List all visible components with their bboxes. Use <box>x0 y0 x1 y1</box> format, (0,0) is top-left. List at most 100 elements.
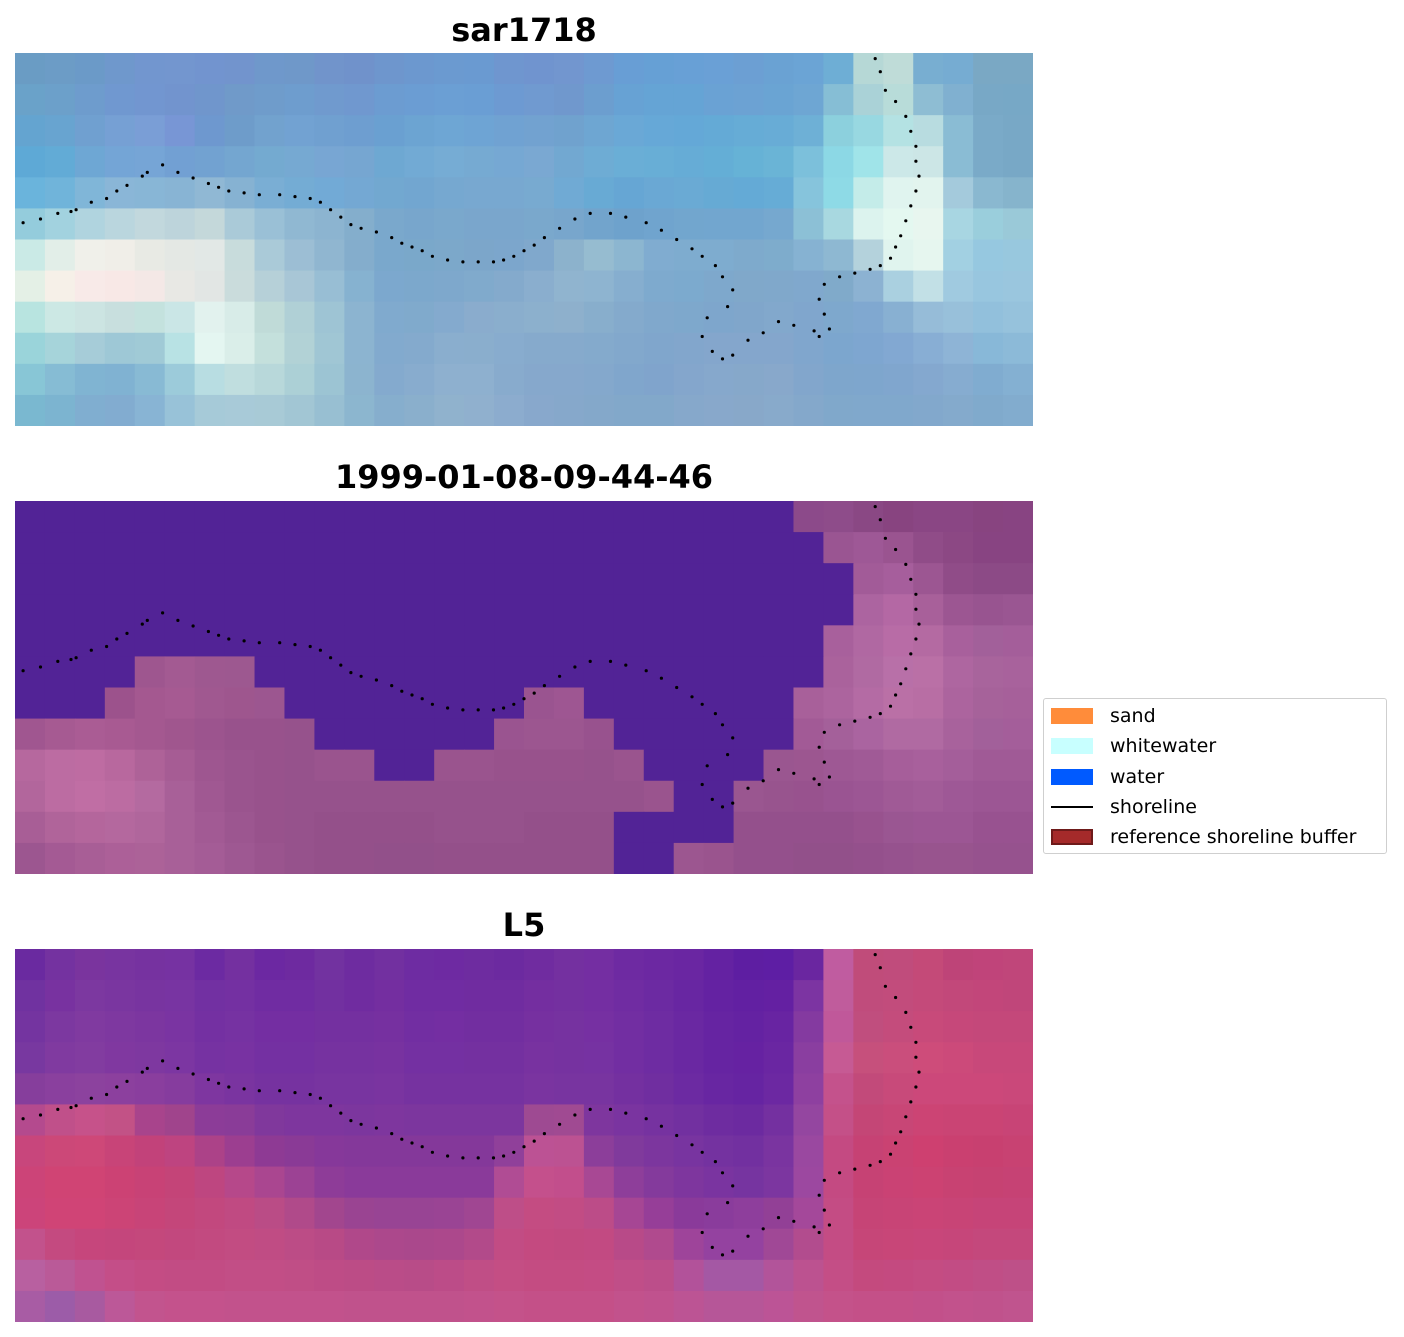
pixel-cell <box>673 625 705 658</box>
pixel-cell <box>344 53 375 85</box>
pixel-cell <box>134 980 166 1012</box>
pixel-cell <box>643 842 675 874</box>
pixel-cell <box>943 780 974 813</box>
pixel-cell <box>374 394 405 426</box>
pixel-cell <box>613 749 645 782</box>
pixel-cell <box>224 1042 256 1074</box>
shoreline-point <box>713 264 718 268</box>
pixel-cell <box>74 980 106 1012</box>
pixel-cell <box>853 563 884 595</box>
pixel-cell <box>973 177 1004 210</box>
pixel-cell <box>883 177 914 210</box>
pixel-cell <box>943 301 974 334</box>
pixel-cell <box>15 1197 46 1230</box>
pixel-cell <box>254 115 286 147</box>
pixel-cell <box>404 1290 435 1322</box>
pixel-cell <box>254 1011 286 1043</box>
pixel-cell <box>224 115 256 147</box>
shoreline-point <box>206 181 210 186</box>
pixel-cell <box>314 949 345 981</box>
pixel-cell <box>464 146 495 178</box>
pixel-cell <box>613 656 645 689</box>
pixel-cell <box>793 1073 825 1106</box>
shoreline-point <box>390 236 394 240</box>
shoreline-point <box>293 195 297 199</box>
pixel-cell <box>913 301 944 334</box>
pixel-cell <box>404 115 435 147</box>
pixel-cell <box>74 363 106 396</box>
shoreline-point <box>761 779 765 783</box>
pixel-cell <box>583 749 615 782</box>
pixel-cell <box>524 594 555 626</box>
shoreline-point <box>894 1141 898 1145</box>
pixel-cell <box>464 1073 495 1106</box>
pixel-cell <box>104 239 136 272</box>
pixel-cell <box>943 1042 974 1074</box>
shoreline-point <box>217 185 221 189</box>
pixel-cell <box>464 332 495 365</box>
pixel-cell <box>284 208 316 241</box>
pixel-cell <box>853 501 884 533</box>
pixel-cell <box>853 115 884 147</box>
shoreline-point <box>705 316 709 320</box>
pixel-cell <box>524 363 555 396</box>
pixel-cell <box>883 332 914 365</box>
pixel-cell <box>464 1290 495 1322</box>
pixel-cell <box>464 301 495 334</box>
pixel-cell <box>344 501 375 533</box>
pixel-cell <box>643 1228 675 1261</box>
pixel-cell <box>224 146 256 178</box>
pixel-cell <box>823 84 854 116</box>
pixel-cell <box>793 1135 825 1168</box>
pixel-cell <box>1003 177 1033 210</box>
shoreline-point <box>899 682 903 686</box>
shoreline-point <box>746 338 750 342</box>
pixel-cell <box>494 332 525 365</box>
shoreline-point <box>573 1113 577 1117</box>
pixel-cell <box>164 208 196 241</box>
pixel-cell <box>44 1290 76 1322</box>
shoreline-point <box>410 1141 414 1145</box>
shoreline-point <box>217 633 221 637</box>
pixel-cell <box>943 53 974 85</box>
pixel-cell <box>164 780 196 813</box>
pixel-cell <box>1003 625 1033 658</box>
pixel-cell <box>15 115 46 147</box>
pixel-cell <box>434 332 465 365</box>
pixel-cell <box>224 1197 256 1230</box>
pixel-cell <box>74 270 106 303</box>
pixel-cell <box>194 625 226 658</box>
pixel-cell <box>194 301 226 334</box>
pixel-cell <box>1003 656 1033 689</box>
pixel-cell <box>553 532 585 564</box>
pixel-cell <box>733 270 765 303</box>
pixel-cell <box>344 949 375 981</box>
pixel-cell <box>284 1290 316 1322</box>
pixel-cell <box>883 1166 914 1199</box>
pixel-cell <box>1003 1135 1033 1168</box>
pixel-cell <box>374 1228 405 1261</box>
pixel-cell <box>613 1197 645 1230</box>
shoreline-point <box>476 1156 480 1160</box>
pixel-cell <box>823 239 854 272</box>
pixel-cell <box>763 1042 795 1074</box>
pixel-cell <box>823 980 854 1012</box>
shoreline-point <box>293 643 297 647</box>
pixel-cell <box>104 1290 136 1322</box>
shoreline-point <box>822 1208 826 1212</box>
pixel-cell <box>853 394 884 426</box>
pixel-cell <box>74 53 106 85</box>
pixel-cell <box>374 301 405 334</box>
pixel-cell <box>314 811 345 844</box>
pixel-cell <box>883 1197 914 1230</box>
pixel-cell <box>404 780 435 813</box>
pixel-cell <box>104 625 136 658</box>
pixel-cell <box>15 146 46 178</box>
pixel-cell <box>104 780 136 813</box>
shoreline-point <box>191 624 195 628</box>
pixel-cell <box>853 1104 884 1137</box>
pixel-cell <box>973 1228 1004 1261</box>
pixel-cell <box>793 749 825 782</box>
pixel-cell <box>194 749 226 782</box>
water-swatch <box>1051 769 1093 785</box>
